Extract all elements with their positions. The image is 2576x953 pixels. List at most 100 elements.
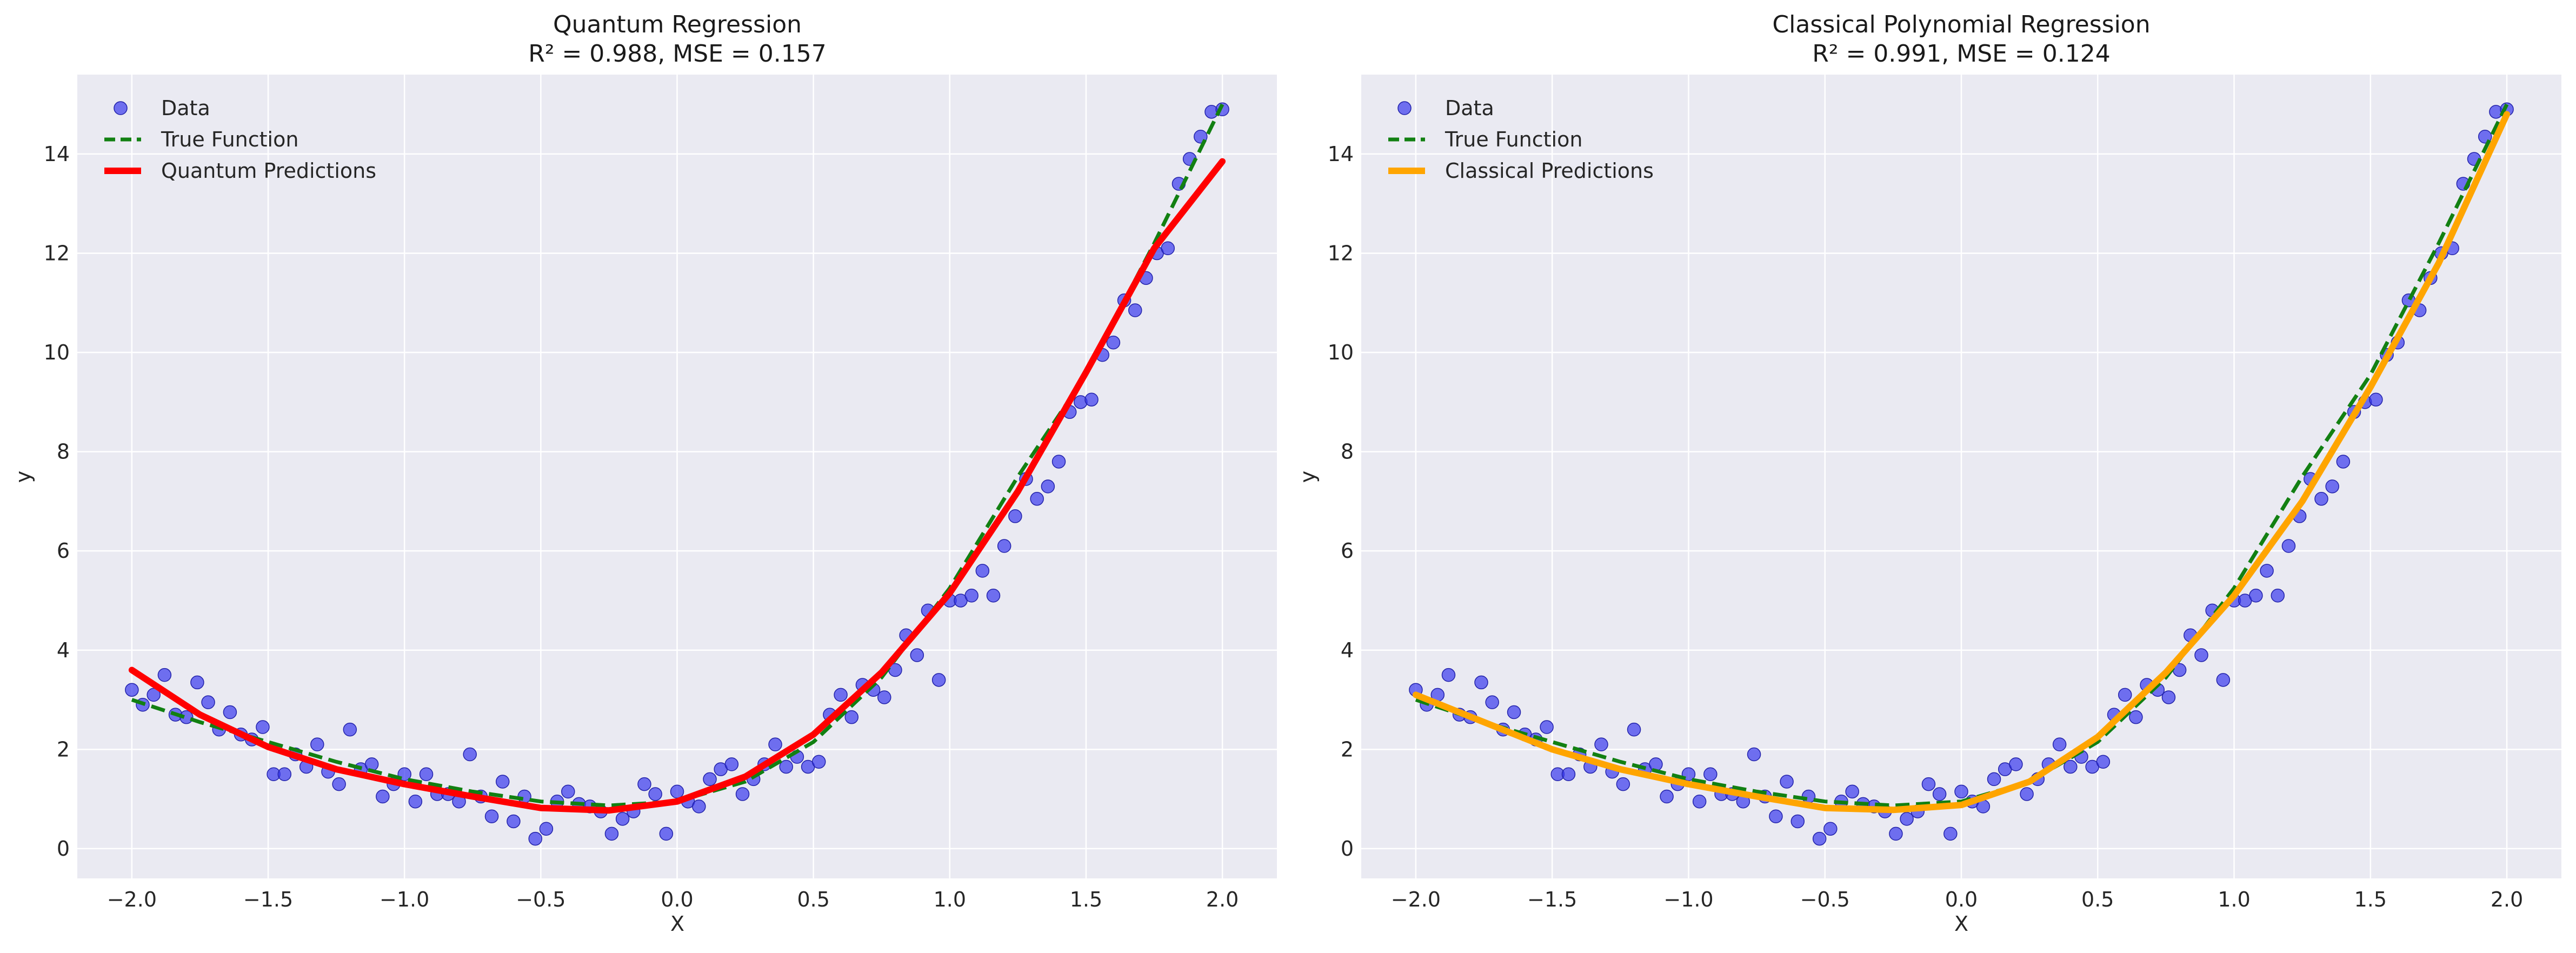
data-point	[659, 827, 674, 841]
y-axis-label: y	[11, 471, 35, 483]
data-point	[692, 799, 706, 814]
data-point	[1790, 814, 1805, 829]
classical-regression-chart: Classical Polynomial Regression R² = 0.9…	[1296, 11, 2561, 936]
data-point	[1627, 722, 1641, 737]
legend-label: Data	[1445, 96, 1494, 120]
x-tick-label: −0.5	[1800, 888, 1850, 911]
data-point	[2052, 737, 2067, 751]
data-point	[997, 539, 1011, 553]
chart-title-line1: Quantum Regression	[553, 11, 802, 38]
x-tick-label: 1.5	[2354, 888, 2387, 911]
y-axis-label: y	[1296, 471, 1320, 483]
data-point	[1692, 794, 1707, 809]
data-point	[1594, 737, 1608, 751]
chart-title-line1: Classical Polynomial Regression	[1772, 11, 2150, 38]
data-point	[1540, 720, 1554, 734]
data-point	[1747, 747, 1761, 762]
data-point	[834, 688, 848, 702]
y-tick-label: 6	[1341, 539, 1354, 563]
x-tick-label: 0.0	[661, 888, 693, 911]
x-tick-label: 0.0	[1945, 888, 1978, 911]
data-point	[463, 747, 477, 762]
legend-label: Classical Predictions	[1445, 159, 1654, 183]
data-point	[2194, 648, 2208, 662]
data-point	[2369, 392, 2383, 406]
x-tick-label: −2.0	[107, 888, 157, 911]
x-tick-label: 1.0	[2218, 888, 2250, 911]
data-point	[1616, 777, 1630, 791]
legend-label: Quantum Predictions	[161, 159, 376, 183]
x-tick-label: 1.5	[1070, 888, 1102, 911]
legend-label: True Function	[161, 128, 298, 151]
data-point	[1507, 705, 1521, 719]
y-tick-label: 14	[1328, 142, 1354, 166]
prediction-line	[128, 158, 1226, 814]
data-point	[201, 695, 215, 709]
data-point	[1030, 492, 1044, 506]
data-point	[2020, 787, 2034, 801]
data-point	[2325, 479, 2339, 494]
y-tick-label: 0	[1341, 837, 1354, 861]
x-axis-label: X	[670, 912, 684, 936]
y-tick-label: 10	[44, 341, 70, 364]
data-point	[223, 705, 237, 719]
x-axis-label: X	[1954, 912, 1968, 936]
data-point	[844, 710, 859, 724]
data-point	[2096, 755, 2111, 769]
data-point	[1106, 335, 1121, 350]
data-point	[528, 831, 543, 846]
data-point	[2118, 688, 2132, 702]
data-point	[604, 827, 619, 841]
chart-title-line2: R² = 0.991, MSE = 0.124	[1812, 40, 2110, 68]
data-point	[1823, 822, 1838, 836]
legend-marker-data	[1397, 101, 1412, 115]
data-point	[408, 794, 423, 809]
data-point	[1900, 812, 1914, 826]
data-point	[637, 777, 651, 791]
prediction-line	[1412, 111, 2511, 814]
x-tick-label: −1.5	[243, 888, 293, 911]
data-point	[2161, 690, 2176, 704]
data-point	[1845, 784, 1859, 799]
data-point	[157, 668, 172, 682]
data-point	[2314, 492, 2328, 506]
data-point	[277, 767, 292, 781]
data-point	[2281, 539, 2296, 553]
data-point	[561, 784, 575, 799]
data-point	[419, 767, 434, 781]
data-point	[986, 589, 1001, 603]
chart-title-line2: R² = 0.988, MSE = 0.157	[528, 40, 826, 68]
data-point	[735, 787, 750, 801]
data-point	[1128, 303, 1142, 317]
y-tick-label: 2	[1341, 737, 1354, 761]
data-point	[2216, 673, 2231, 687]
data-point	[724, 757, 739, 771]
data-point	[1041, 479, 1055, 494]
y-tick-label: 0	[57, 837, 70, 861]
data-point	[539, 822, 554, 836]
data-point	[2260, 564, 2274, 578]
data-point	[2009, 757, 2023, 771]
data-point	[931, 673, 946, 687]
quantum-regression-chart: Quantum Regression R² = 0.988, MSE = 0.1…	[11, 11, 1277, 936]
data-point	[310, 737, 324, 751]
data-point	[779, 759, 793, 774]
data-point	[507, 814, 521, 829]
data-point	[975, 564, 990, 578]
x-tick-label: 2.0	[1206, 888, 1239, 911]
data-point	[1084, 392, 1099, 406]
data-point	[1812, 831, 1827, 846]
true-function-line	[1415, 103, 2509, 808]
data-point	[1987, 772, 2001, 787]
data-point	[1441, 668, 1456, 682]
data-point	[2336, 455, 2351, 469]
x-tick-label: −1.0	[1663, 888, 1713, 911]
data-point	[1801, 789, 1816, 804]
data-point	[2249, 589, 2263, 603]
data-point	[1051, 455, 1066, 469]
legend-label: True Function	[1445, 128, 1582, 151]
y-tick-label: 4	[57, 638, 70, 662]
data-point	[703, 772, 717, 787]
data-point	[670, 784, 684, 799]
